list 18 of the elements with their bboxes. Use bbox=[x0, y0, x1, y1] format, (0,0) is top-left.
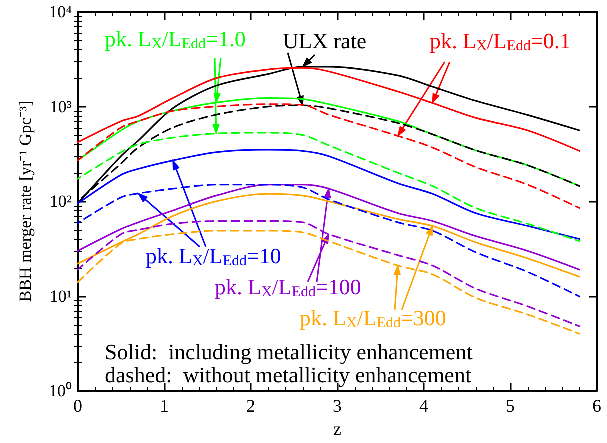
annotation: ULX rate bbox=[283, 28, 367, 54]
x-tick-label: 5 bbox=[506, 396, 515, 416]
y-tick-label: 10⁴ bbox=[49, 2, 72, 22]
line-series bbox=[77, 184, 580, 271]
x-tick-label: 2 bbox=[246, 396, 256, 416]
y-tick-label: 10³ bbox=[50, 97, 72, 116]
x-tick-label: 0 bbox=[74, 396, 82, 416]
x-tick-label: 6 bbox=[592, 396, 602, 416]
y-tick-label: 10¹ bbox=[50, 286, 72, 306]
x-axis-title: z bbox=[334, 419, 342, 439]
x-tick-label: 4 bbox=[420, 396, 428, 416]
x-tick-label: 1 bbox=[160, 396, 169, 416]
y-axis-title: BBH merger rate [yr⁻¹ Gpc⁻³] bbox=[16, 100, 35, 302]
x-tick-label: 3 bbox=[333, 396, 342, 416]
y-tick-label: 10² bbox=[50, 192, 72, 212]
annotation: Solid: including metallicity enhancement bbox=[105, 340, 473, 364]
y-tick-label: 10⁰ bbox=[49, 382, 72, 401]
line-series bbox=[77, 149, 580, 240]
